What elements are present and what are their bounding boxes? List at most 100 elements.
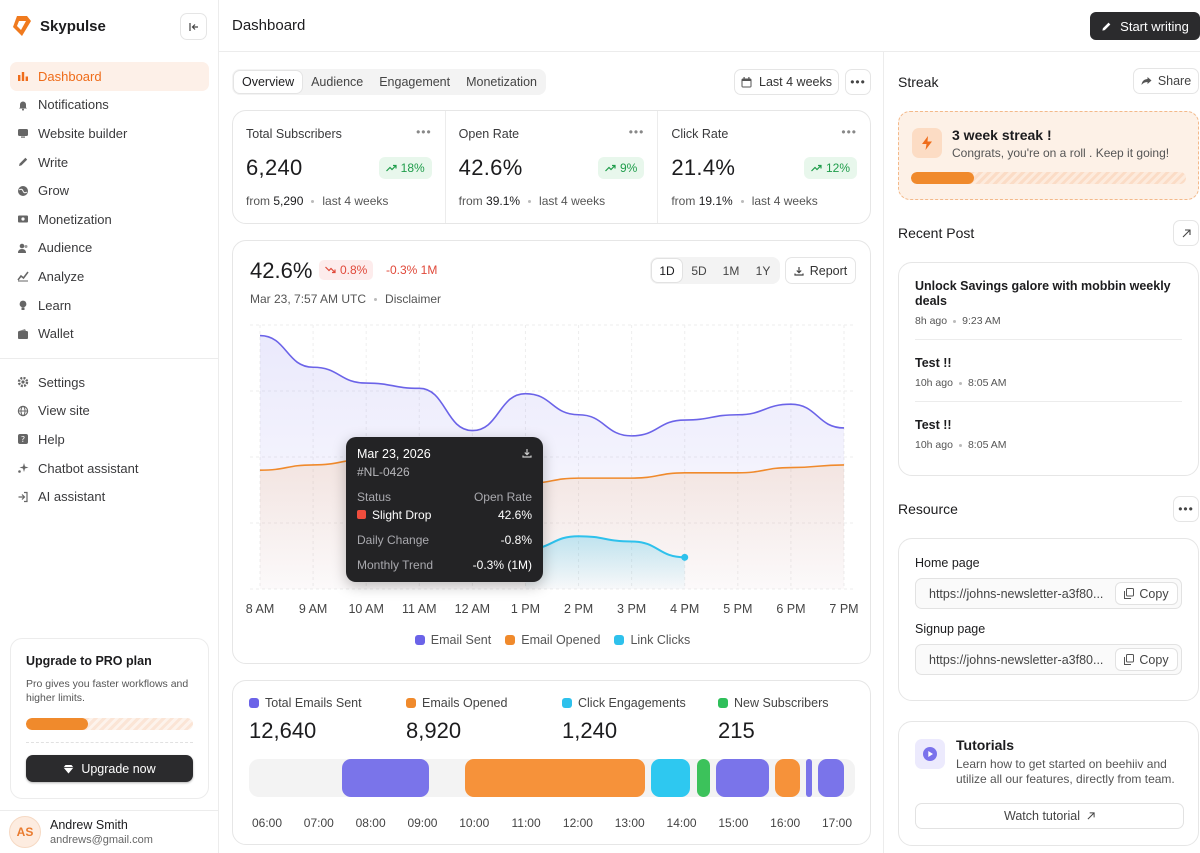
arrow-up-right-icon	[1087, 812, 1095, 820]
list-item[interactable]: Test !! 10h ago 8:05 AM	[915, 402, 1182, 463]
sidebar-item-audience[interactable]: Audience	[10, 234, 209, 263]
kpi-more-button[interactable]: •••	[841, 125, 858, 139]
stat-swatch	[718, 698, 728, 708]
timeline-segment[interactable]	[651, 759, 691, 797]
kpi-change-value: 9%	[620, 161, 638, 175]
copy-home-url-button[interactable]: Copy	[1115, 582, 1178, 605]
chart-date: Mar 23, 7:57 AM UTC	[250, 292, 367, 306]
kpi-from-label: from 39.1%	[459, 194, 520, 208]
sidebar-item-grow[interactable]: Grow	[10, 176, 209, 205]
date-range-button[interactable]: Last 4 weeks	[734, 69, 839, 95]
sidebar-item-wallet[interactable]: Wallet	[10, 319, 209, 348]
timeline-segment[interactable]	[818, 759, 844, 797]
download-icon[interactable]	[522, 448, 532, 458]
period-1y[interactable]: 1Y	[755, 263, 771, 278]
tab-audience[interactable]: Audience	[311, 75, 364, 89]
timeline-segment[interactable]	[716, 759, 769, 797]
sidebar-item-label: Chatbot assistant	[38, 460, 139, 476]
tab-monetization[interactable]: Monetization	[466, 75, 537, 89]
upgrade-progress-fill	[26, 718, 88, 730]
tooltip-monthly-label: Monthly Trend	[357, 558, 434, 572]
tooltip-row-header: Status Open Rate	[357, 490, 532, 504]
upgrade-now-button[interactable]: Upgrade now	[26, 755, 193, 782]
timeline-tick-label: 14:00	[666, 816, 697, 830]
upgrade-progress-bar	[26, 718, 193, 730]
separator-dot	[528, 199, 532, 203]
sidebar-item-website-builder[interactable]: Website builder	[10, 119, 209, 148]
period-1d[interactable]: 1D	[651, 258, 683, 283]
more-options-button[interactable]: •••	[845, 69, 871, 95]
timeline-tick-label: 11:00	[511, 816, 541, 830]
separator-dot	[953, 319, 957, 323]
timeline-segment[interactable]	[806, 759, 812, 797]
x-tick-label: 2 PM	[564, 602, 593, 616]
sidebar-item-notifications[interactable]: Notifications	[10, 91, 209, 120]
sidebar-item-chatbot-assistant[interactable]: Chatbot assistant	[10, 454, 209, 483]
separator-dot	[374, 297, 378, 301]
sidebar-divider	[0, 358, 219, 359]
user-profile[interactable]: AS Andrew Smith andrews@gmail.com	[0, 810, 219, 853]
timeline-segment[interactable]	[697, 759, 711, 797]
lightning-icon	[922, 136, 932, 150]
signup-page-url-field[interactable]: https://johns-newsletter-a3f80... Copy	[915, 644, 1182, 675]
view-tabs: Overview Audience Engagement Monetizatio…	[232, 69, 546, 95]
sidebar-item-label: Audience	[38, 240, 93, 256]
sidebar-item-settings[interactable]: Settings	[10, 368, 209, 397]
tab-engagement[interactable]: Engagement	[379, 75, 451, 89]
timeline-segment[interactable]	[465, 759, 646, 797]
sidebar-item-label: Monetization	[38, 211, 112, 227]
open-rate-chart-card: 8 AM 9 AM 10 AM 11 AM 12 AM 1 PM 2 PM 3 PM 4 PM 5…	[232, 240, 871, 664]
tooltip-row-daily: Daily Change -0.8%	[357, 533, 532, 547]
secondary-nav: Settings View site ? Help Chatbot assist…	[10, 368, 209, 511]
avatar: AS	[9, 816, 41, 848]
calendar-icon	[741, 76, 752, 87]
share-button[interactable]: Share	[1133, 68, 1199, 94]
series-email-sent-line	[259, 334, 845, 437]
copy-signup-url-button[interactable]: Copy	[1115, 648, 1178, 671]
svg-text:?: ?	[21, 435, 25, 444]
list-item[interactable]: Test !! 10h ago 8:05 AM	[915, 340, 1182, 402]
report-button[interactable]: Report	[785, 257, 856, 284]
watch-tutorial-label: Watch tutorial	[1004, 809, 1080, 823]
watch-tutorial-button[interactable]: Watch tutorial	[915, 803, 1184, 829]
kpi-value: 6,240	[246, 155, 303, 180]
resource-more-button[interactable]: •••	[1173, 496, 1199, 522]
kpi-more-button[interactable]: •••	[628, 125, 645, 139]
sidebar-item-label: AI assistant	[38, 489, 106, 505]
legend-label: Link Clicks	[630, 633, 691, 647]
sidebar-item-view-site[interactable]: View site	[10, 397, 209, 426]
tooltip-status-label: Status	[357, 490, 392, 504]
kpi-more-button[interactable]: •••	[416, 125, 432, 139]
stat-label: Total Emails Sent	[249, 696, 362, 710]
sidebar-item-ai-assistant[interactable]: AI assistant	[10, 482, 209, 511]
sidebar-item-help[interactable]: ? Help	[10, 425, 209, 454]
sidebar-item-analyze[interactable]: Analyze	[10, 262, 209, 291]
stat-label: Click Engagements	[562, 696, 686, 710]
timeline-segment[interactable]	[342, 759, 430, 797]
brand[interactable]: Skypulse	[12, 14, 106, 38]
home-page-url-field[interactable]: https://johns-newsletter-a3f80... Copy	[915, 578, 1182, 609]
tooltip-status: Slight Drop	[357, 508, 431, 522]
timeline-segment[interactable]	[774, 759, 800, 797]
bulb-icon	[19, 300, 27, 311]
sidebar-item-learn[interactable]: Learn	[10, 291, 209, 320]
tutorial-icon-box	[915, 739, 945, 769]
sidebar-item-write[interactable]: Write	[10, 148, 209, 177]
open-recent-posts-button[interactable]	[1173, 220, 1199, 246]
chart-headline-value: 42.6%	[250, 258, 313, 283]
collapse-sidebar-button[interactable]	[180, 13, 207, 40]
period-1m[interactable]: 1M	[722, 263, 740, 278]
period-5d[interactable]: 5D	[691, 263, 707, 278]
list-item[interactable]: Unlock Savings galore with mobbin weekly…	[915, 263, 1182, 340]
post-ago: 10h ago	[915, 377, 953, 389]
start-writing-button[interactable]: Start writing	[1090, 12, 1200, 40]
stat-value: 8,920	[406, 718, 462, 743]
stat-label-text: Click Engagements	[578, 696, 686, 710]
chart-change-badge: 0.8%	[319, 260, 374, 280]
timeline-tick-label: 08:00	[355, 816, 386, 830]
post-ago: 8h ago	[915, 315, 948, 327]
disclaimer-link[interactable]: Disclaimer	[385, 292, 442, 306]
tab-overview[interactable]: Overview	[233, 70, 304, 94]
sidebar-item-monetization[interactable]: Monetization	[10, 205, 209, 234]
sidebar-item-dashboard[interactable]: Dashboard	[10, 62, 209, 91]
